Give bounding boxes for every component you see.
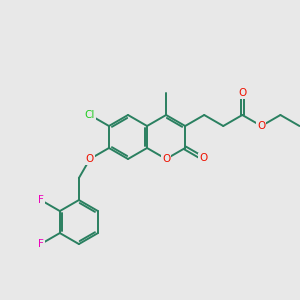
- Text: F: F: [38, 195, 44, 205]
- Text: O: O: [238, 88, 246, 98]
- Text: F: F: [38, 239, 44, 249]
- Text: O: O: [199, 153, 207, 164]
- Text: Cl: Cl: [85, 110, 95, 120]
- Text: O: O: [257, 121, 266, 131]
- Text: O: O: [162, 154, 170, 164]
- Text: O: O: [86, 154, 94, 164]
